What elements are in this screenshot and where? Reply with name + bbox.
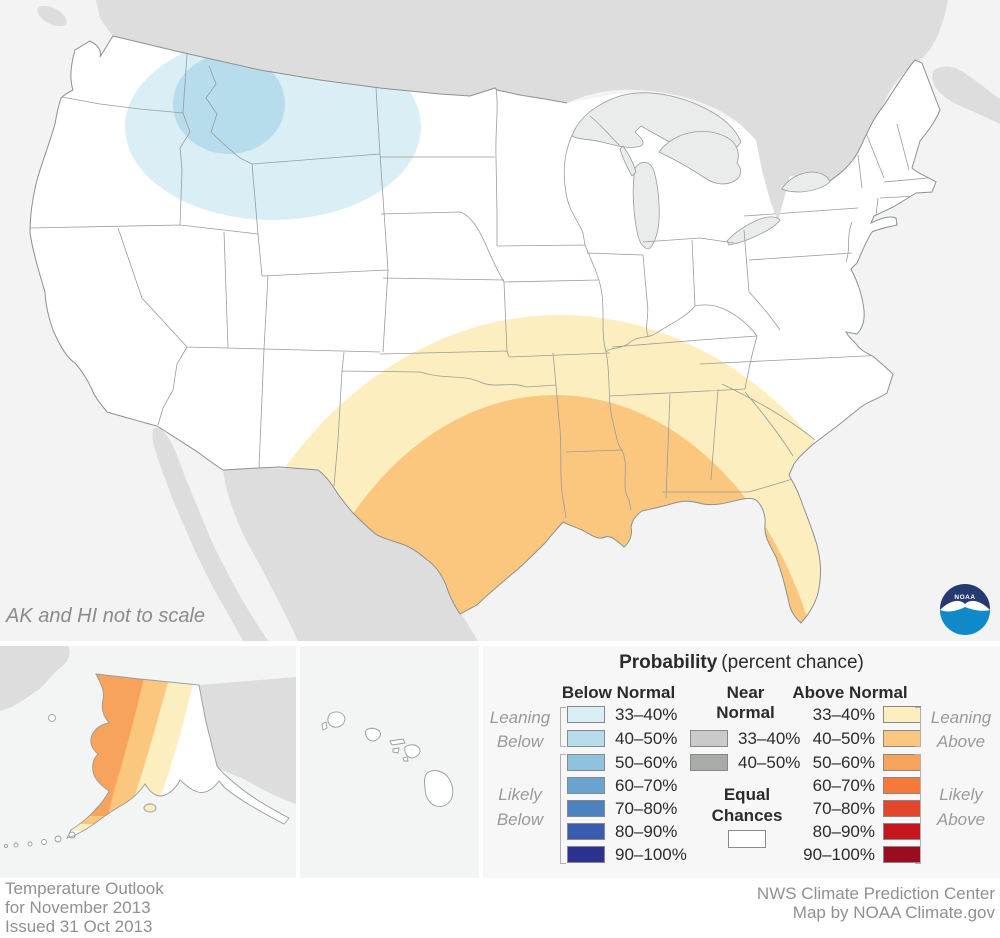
below-50-60-swatch	[567, 754, 605, 771]
map-scale-note: AK and HI not to scale	[6, 605, 206, 627]
vancouver-island	[37, 5, 67, 27]
equal-chances-swatch	[728, 830, 766, 848]
below-40-50-swatch	[567, 730, 605, 747]
footer-credits: NWS Climate Prediction Center Map by NOA…	[756, 884, 995, 922]
footer-outlook-info: Temperature Outlook for November 2013 Is…	[5, 879, 164, 936]
leaning-below-label: Leaning Below	[489, 708, 551, 751]
nova-scotia-land	[932, 66, 1000, 124]
near-33-40-swatch	[690, 730, 728, 747]
leaning-below-bracket	[560, 707, 566, 747]
mexico-land	[223, 468, 478, 641]
noaa-logo-text: NOAA	[954, 594, 975, 601]
legend-row-above-90-100: 90–100%	[755, 846, 921, 863]
likely-above-bracket	[915, 754, 921, 864]
below-90-100-swatch	[567, 846, 605, 863]
legend-row-above-70-80: 70–80%	[755, 800, 921, 817]
noaa-gull-icon	[940, 600, 990, 612]
great-lakes	[571, 92, 831, 250]
alaska-inset-panel	[0, 646, 296, 878]
legend-title: Probability (percent chance)	[619, 652, 864, 673]
alaska-outline	[66, 673, 290, 839]
below-60-70-swatch	[567, 777, 605, 794]
russia-land	[0, 646, 70, 711]
leaning-above-label: Leaning Above	[930, 708, 992, 751]
canada-land	[0, 0, 948, 222]
niihau-island	[321, 721, 328, 731]
alaska-inset-map	[0, 646, 296, 848]
likely-below-bracket	[560, 754, 566, 864]
below-70-80-swatch	[567, 800, 605, 817]
legend-row-above-40-50: 40–50%	[755, 730, 921, 747]
legend-row-above-80-90: 80–90%	[755, 823, 921, 840]
legend-row-above-50-60: 50–60%	[755, 754, 921, 771]
hawaii-inset-panel	[300, 646, 479, 878]
likely-above-label: Likely Above	[936, 785, 986, 829]
lake-huron	[658, 131, 742, 185]
conus-probability-map	[0, 0, 1000, 641]
canada-land-ak	[199, 677, 296, 804]
green-bay	[619, 145, 637, 177]
below-33-40-swatch	[567, 706, 605, 723]
kahoolawe-island	[402, 756, 409, 762]
st-lawrence-island	[48, 714, 56, 722]
equal-chances-label: Equal Chances	[711, 785, 783, 825]
big-island	[423, 770, 454, 807]
baja-california-land	[152, 428, 268, 641]
molokai-island	[389, 738, 406, 746]
below-normal-header: Below Normal	[561, 683, 676, 702]
probability-legend: Probability (percent chance) Below Normal…	[483, 646, 1000, 878]
legend-row-above-60-70: 60–70%	[755, 777, 921, 794]
near-40-50-swatch	[690, 754, 728, 771]
likely-below-label: Likely Below	[496, 785, 544, 829]
oahu-island	[365, 727, 381, 742]
leaning-above-bracket	[915, 707, 921, 747]
lake-ontario	[781, 171, 831, 193]
lake-erie	[726, 216, 781, 246]
noaa-logo: NOAA	[940, 584, 990, 635]
below-80-90-swatch	[567, 823, 605, 840]
above-normal-header: Above Normal	[792, 683, 908, 702]
lanai-island	[392, 747, 400, 754]
hawaii-inset-map	[321, 711, 454, 807]
lake-michigan	[632, 161, 660, 250]
legend-row-above-33-40: 33–40%	[755, 706, 921, 723]
kauai-island	[327, 711, 346, 728]
maui-island	[404, 744, 421, 759]
near-normal-header: Near Normal	[716, 683, 775, 722]
below-normal-40-50-region	[173, 54, 285, 154]
state-borders	[30, 53, 929, 519]
us-outline	[29, 35, 941, 624]
